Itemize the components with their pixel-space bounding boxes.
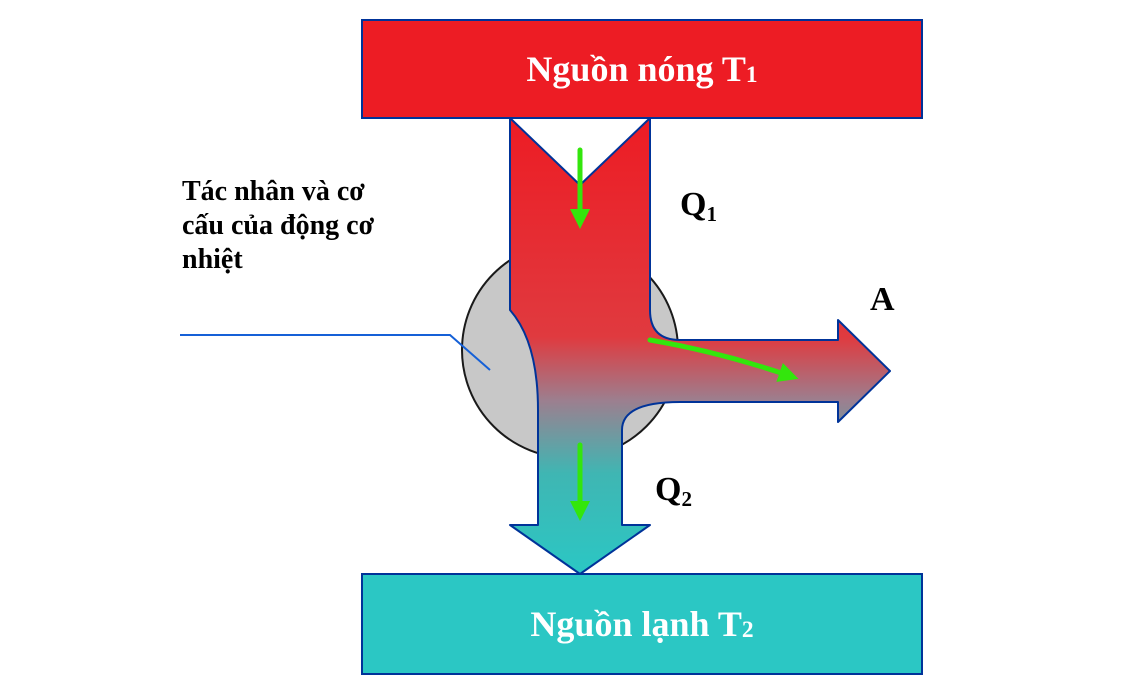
engine-label: Tác nhân và cơcấu của động cơnhiệt bbox=[182, 176, 375, 275]
hot-reservoir-label: Nguồn nóng T1 bbox=[526, 49, 757, 89]
label-q1: Q1 bbox=[680, 186, 717, 226]
cold-reservoir-label: Nguồn lạnh T2 bbox=[530, 604, 753, 644]
label-q2: Q2 bbox=[655, 471, 692, 511]
leader-line bbox=[180, 335, 490, 370]
label-a: A bbox=[870, 281, 895, 318]
